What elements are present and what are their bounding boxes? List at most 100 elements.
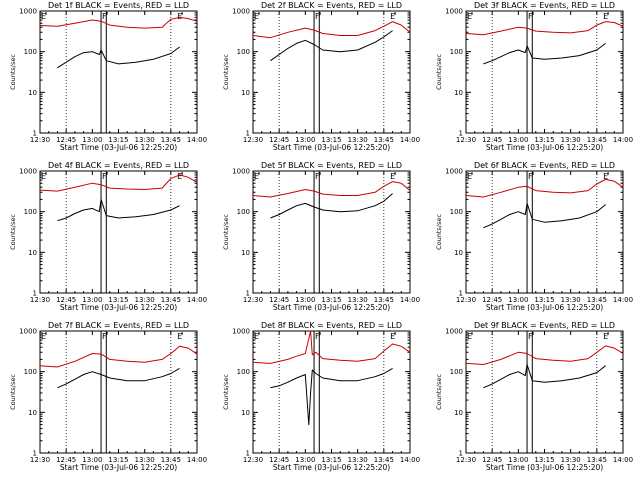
y-tick-label: 100: [24, 368, 37, 376]
x-tick-label: 13:00: [82, 296, 102, 304]
x-tick-label: 14:00: [613, 136, 633, 144]
y-tick-label: 100: [237, 208, 250, 216]
x-tick-label: 12:45: [482, 456, 502, 464]
y-axis-label: Counts/sec: [222, 214, 230, 250]
y-tick-label: 1: [246, 290, 250, 298]
detector-panel: Det 6f BLACK = Events, RED = LLD 1 10 100 10…: [435, 161, 633, 312]
lld-series-line: [465, 21, 624, 36]
x-tick-label: 13:45: [587, 136, 607, 144]
x-tick-label: 12:45: [482, 296, 502, 304]
attenuator-flag: E: [177, 332, 182, 341]
lld-series-line: [252, 181, 411, 198]
y-tick-label: 1000: [232, 328, 250, 336]
y-axis-label: Counts/sec: [435, 54, 443, 90]
x-tick-label: 12:45: [269, 296, 289, 304]
plot-frame: [252, 10, 411, 134]
x-axis-label: Start Time (03-Jul-06 12:25:20): [60, 143, 177, 152]
y-tick-label: 10: [28, 89, 37, 97]
x-tick-label: 13:15: [108, 296, 128, 304]
x-tick-label: 14:00: [187, 136, 207, 144]
x-tick-label: 13:45: [374, 456, 394, 464]
y-tick-label: 1000: [232, 168, 250, 176]
y-tick-label: 1: [459, 450, 463, 458]
detector-panel: Det 2f BLACK = Events, RED = LLD 1 10 100 10…: [222, 1, 420, 152]
x-tick-label: 13:00: [295, 456, 315, 464]
detector-panel: Det 4f BLACK = Events, RED = LLD 1 10 100 10…: [9, 161, 207, 312]
events-series-line: [270, 367, 393, 426]
y-tick-label: 1000: [19, 8, 37, 16]
attenuator-flag: E: [254, 332, 259, 341]
panel-title: Det 4f BLACK = Events, RED = LLD: [48, 161, 189, 170]
y-axis-label: Counts/sec: [435, 374, 443, 410]
x-tick-label: 13:00: [508, 136, 528, 144]
x-tick-label: 12:45: [482, 136, 502, 144]
x-tick-label: 12:30: [456, 456, 476, 464]
x-tick-label: 13:30: [348, 136, 368, 144]
attenuator-flag: E: [254, 12, 259, 21]
lld-series-line: [465, 345, 624, 365]
y-tick-label: 1: [33, 450, 37, 458]
lld-series-line: [39, 345, 198, 368]
y-tick-label: 1: [459, 290, 463, 298]
x-tick-label: 12:30: [30, 456, 50, 464]
y-tick-label: 1: [33, 290, 37, 298]
x-tick-label: 12:30: [30, 136, 50, 144]
y-tick-label: 1: [33, 130, 37, 138]
detector-panel: Det 7f BLACK = Events, RED = LLD 1 10 100 10…: [9, 321, 207, 472]
y-tick-label: 100: [450, 48, 463, 56]
x-tick-label: 13:45: [161, 296, 181, 304]
x-tick-label: 14:00: [400, 136, 420, 144]
x-tick-label: 12:45: [56, 456, 76, 464]
x-tick-label: 13:15: [321, 456, 341, 464]
y-axis-label: Counts/sec: [435, 214, 443, 250]
x-tick-label: 14:00: [187, 296, 207, 304]
y-tick-label: 1000: [232, 8, 250, 16]
lld-series-line: [39, 174, 198, 192]
x-tick-label: 12:45: [269, 136, 289, 144]
y-tick-label: 10: [454, 89, 463, 97]
lld-series-line: [252, 330, 411, 364]
x-tick-label: 13:45: [374, 136, 394, 144]
events-series-line: [483, 202, 606, 229]
plot-frame: [465, 10, 624, 134]
x-tick-label: 12:30: [456, 136, 476, 144]
y-tick-label: 100: [237, 48, 250, 56]
x-axis-label: Start Time (03-Jul-06 12:25:20): [273, 143, 390, 152]
x-tick-label: 13:30: [561, 456, 581, 464]
attenuator-flag: F: [315, 12, 320, 21]
panel-title: Det 6f BLACK = Events, RED = LLD: [474, 161, 615, 170]
detector-panel: Det 9f BLACK = Events, RED = LLD 1 10 100 10…: [435, 321, 633, 472]
x-tick-label: 13:00: [82, 456, 102, 464]
plot-frame: [465, 170, 624, 294]
panel-title: Det 2f BLACK = Events, RED = LLD: [261, 1, 402, 10]
attenuator-flag: E: [41, 172, 46, 181]
x-tick-label: 13:30: [348, 296, 368, 304]
lld-series-line: [465, 178, 624, 198]
y-tick-label: 100: [237, 368, 250, 376]
x-tick-label: 12:30: [243, 296, 263, 304]
x-axis-label: Start Time (03-Jul-06 12:25:20): [60, 303, 177, 312]
attenuator-flag: E: [390, 12, 395, 21]
panel-title: Det 9f BLACK = Events, RED = LLD: [474, 321, 615, 330]
x-tick-label: 13:45: [374, 296, 394, 304]
y-tick-label: 10: [241, 409, 250, 417]
y-tick-label: 1000: [19, 168, 37, 176]
x-axis-label: Start Time (03-Jul-06 12:25:20): [60, 463, 177, 472]
x-tick-label: 13:45: [161, 456, 181, 464]
x-tick-label: 12:30: [243, 136, 263, 144]
attenuator-flag: E: [467, 332, 472, 341]
attenuator-flag: F: [528, 12, 533, 21]
attenuator-flag: E: [603, 12, 608, 21]
attenuator-flag: F: [315, 172, 320, 181]
attenuator-flag: F: [102, 172, 107, 181]
x-tick-label: 12:30: [456, 296, 476, 304]
attenuator-flag: F: [528, 332, 533, 341]
detector-panel: Det 1f BLACK = Events, RED = LLD 1 10 100 10…: [9, 1, 207, 152]
x-tick-label: 13:30: [135, 296, 155, 304]
events-series-line: [57, 46, 180, 69]
events-series-line: [483, 364, 606, 389]
events-series-line: [57, 198, 180, 222]
attenuator-flag: E: [467, 12, 472, 21]
y-tick-label: 10: [28, 249, 37, 257]
attenuator-flag: E: [390, 172, 395, 181]
